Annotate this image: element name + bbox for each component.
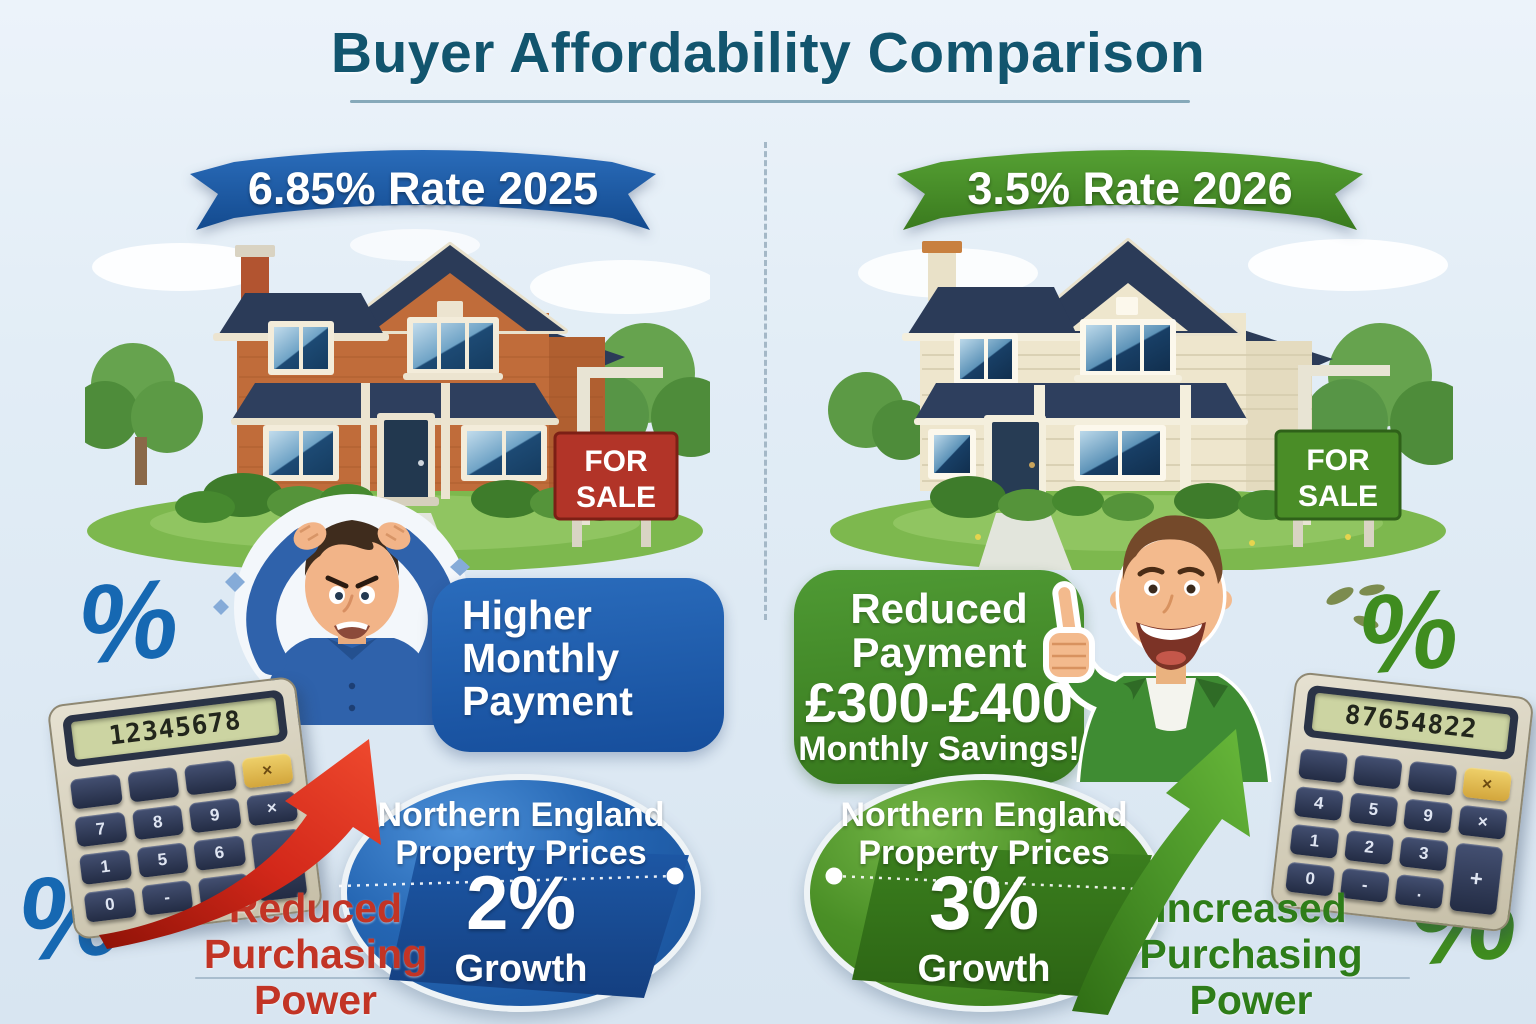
rate-banner-2026: 3.5% Rate 2026 bbox=[895, 140, 1365, 240]
trend-arrow-up-red-icon bbox=[99, 739, 381, 949]
badge-growth-label: Growth bbox=[454, 948, 588, 990]
title-underline bbox=[350, 100, 1190, 103]
percent-symbol: % bbox=[72, 554, 183, 689]
calculator-screen: 87654822 bbox=[1302, 684, 1520, 761]
center-divider bbox=[764, 142, 767, 620]
payment-blob-line3: Payment bbox=[462, 678, 633, 725]
rate-banner-2025-label: 6.85% Rate 2025 bbox=[247, 163, 599, 214]
leaves-icon bbox=[1326, 584, 1385, 629]
page-title: Buyer Affordability Comparison bbox=[330, 21, 1206, 85]
for-sale-sign-left: FOR SALE bbox=[553, 367, 679, 547]
badge-growth-value: 2% bbox=[466, 861, 576, 946]
percent-symbol: % bbox=[1352, 564, 1463, 699]
rate-banner-2025: 6.85% Rate 2025 bbox=[188, 140, 658, 240]
trend-arrow-up-green-icon bbox=[1072, 729, 1250, 1015]
badge-region-line1: Northern England bbox=[840, 796, 1128, 834]
calculator-display: 87654822 bbox=[1311, 692, 1511, 753]
stress-marks-icon bbox=[213, 558, 491, 615]
ribbon-blue-shape bbox=[190, 150, 656, 230]
for-sale-line2: SALE bbox=[576, 481, 656, 514]
badge-tab bbox=[389, 846, 689, 998]
reduced-payment-blob: Reduced Payment £300-£400 Monthly Saving… bbox=[794, 570, 1084, 784]
growth-badge-left: Northern England Property Prices 2% Grow… bbox=[338, 774, 701, 1012]
for-sale-sign-right: FOR SALE bbox=[1274, 365, 1402, 547]
trend-line-icon bbox=[825, 867, 1163, 892]
caption-line2: Purchasing Power bbox=[1139, 930, 1363, 1023]
multiply-key: × bbox=[1461, 766, 1513, 803]
badge-region-line1: Northern England bbox=[377, 796, 665, 834]
stressed-buyer-illustration bbox=[234, 494, 470, 725]
digit-key: 9 bbox=[1403, 798, 1454, 834]
digit-key: 2 bbox=[1344, 830, 1395, 866]
caption-line1: Increased bbox=[1155, 885, 1347, 931]
for-sale-line2: SALE bbox=[1298, 480, 1378, 513]
digit-key: 5 bbox=[1348, 792, 1399, 828]
increased-purchasing-power-caption: Increased Purchasing Power bbox=[1086, 885, 1416, 1024]
payment-blob-line2: Payment bbox=[851, 628, 1027, 676]
for-sale-line1: FOR bbox=[584, 445, 648, 478]
badge-region-line2: Property Prices bbox=[395, 834, 647, 872]
higher-payment-blob: Higher Monthly Payment bbox=[432, 578, 724, 752]
growth-badge-right: Northern England Property Prices 3% Grow… bbox=[804, 774, 1164, 1012]
badge-growth-value: 3% bbox=[929, 861, 1039, 946]
ribbon-green-shape bbox=[897, 150, 1363, 230]
memory-key bbox=[1407, 760, 1458, 796]
badge-growth-label: Growth bbox=[917, 948, 1051, 990]
for-sale-line1: FOR bbox=[1306, 444, 1370, 477]
badge-region-line2: Property Prices bbox=[858, 834, 1110, 872]
payment-blob-line1: Higher bbox=[462, 592, 592, 638]
memory-key bbox=[1352, 754, 1403, 790]
caption-rule bbox=[195, 977, 480, 979]
payment-blob-line1: Reduced bbox=[850, 585, 1028, 633]
house-illustration-right: FOR SALE bbox=[828, 238, 1453, 570]
payment-blob-line4: Monthly Savings! bbox=[798, 729, 1080, 768]
payment-blob-line2: Monthly bbox=[462, 635, 620, 682]
caption-line2: Purchasing Power bbox=[203, 930, 428, 1023]
trend-line-icon bbox=[338, 867, 684, 888]
rate-banner-2026-label: 3.5% Rate 2026 bbox=[967, 163, 1293, 214]
digit-key: 1 bbox=[1289, 823, 1340, 859]
reduced-purchasing-power-caption: Reduced Purchasing Power bbox=[158, 885, 473, 1024]
digit-key: 3 bbox=[1398, 836, 1449, 872]
digit-key: 4 bbox=[1293, 786, 1344, 822]
operator-key: × bbox=[1457, 804, 1508, 840]
plus-key: + bbox=[1449, 842, 1504, 916]
payment-blob-line3: £300-£400 bbox=[805, 670, 1073, 734]
caption-rule bbox=[1085, 977, 1410, 979]
